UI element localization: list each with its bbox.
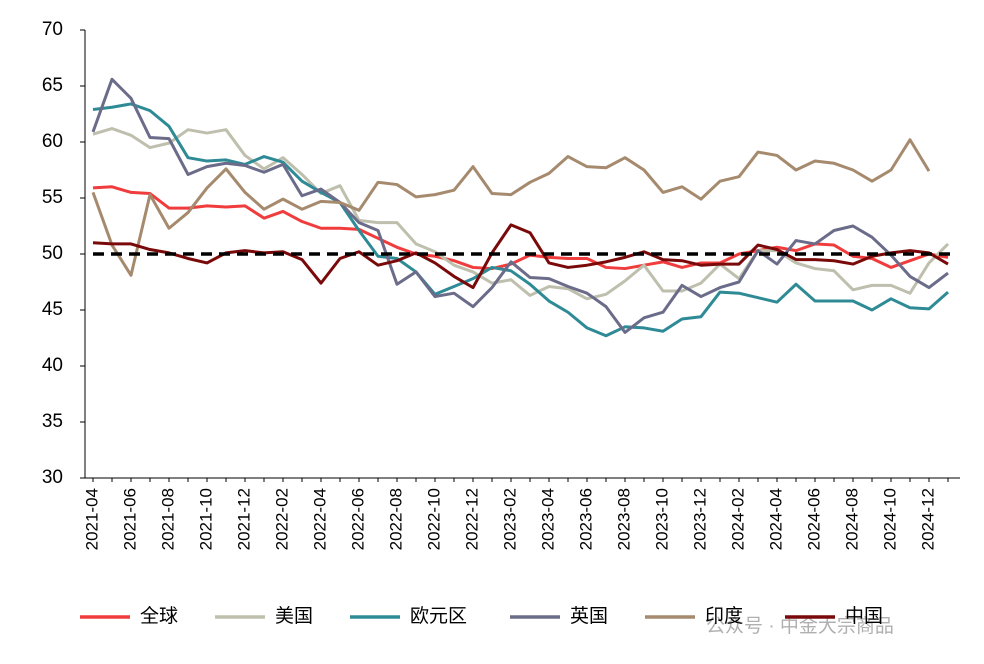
y-tick-label: 55 <box>42 187 63 208</box>
x-tick-label: 2021-08 <box>158 488 177 550</box>
y-tick-label: 45 <box>42 299 63 320</box>
x-tick-label: 2023-10 <box>652 488 671 550</box>
series-line <box>92 223 949 290</box>
y-tick-label: 30 <box>42 467 63 488</box>
legend-label: 印度 <box>705 605 743 627</box>
x-tick-label: 2021-12 <box>234 488 253 550</box>
x-tick-label: 2022-12 <box>462 488 481 550</box>
y-tick-label: 35 <box>42 411 63 432</box>
watermark: 公众号 · 中金大宗商品 <box>706 615 894 637</box>
legend-label: 美国 <box>275 605 313 627</box>
x-tick-label: 2023-06 <box>576 488 595 550</box>
x-tick-label: 2021-10 <box>196 488 215 550</box>
x-tick-label: 2021-04 <box>82 488 101 550</box>
series-line <box>91 138 931 277</box>
x-tick-label: 2023-04 <box>538 488 557 550</box>
series-line <box>91 77 949 334</box>
x-tick-label: 2024-02 <box>728 488 747 550</box>
y-tick-label: 40 <box>42 355 63 376</box>
x-tick-label: 2024-08 <box>842 488 861 550</box>
legend-label: 全球 <box>140 605 178 627</box>
legend-label: 中国 <box>845 605 883 627</box>
y-tick-label: 65 <box>42 75 63 96</box>
series-line <box>92 185 949 271</box>
legend-label: 英国 <box>570 605 608 627</box>
x-tick-label: 2022-08 <box>386 488 405 550</box>
y-tick-label: 70 <box>42 19 63 40</box>
y-tick-label: 60 <box>42 131 63 152</box>
x-tick-label: 2023-12 <box>690 488 709 550</box>
y-tick-label: 50 <box>42 243 63 264</box>
x-tick-label: 2022-02 <box>272 488 291 550</box>
series-line <box>92 102 949 338</box>
x-tick-label: 2022-06 <box>348 488 367 550</box>
x-tick-label: 2022-10 <box>424 488 443 550</box>
x-tick-label: 2022-04 <box>310 488 329 550</box>
legend-label: 欧元区 <box>410 605 467 627</box>
x-tick-label: 2023-08 <box>614 488 633 550</box>
x-tick-label: 2024-06 <box>804 488 823 550</box>
x-tick-label: 2023-02 <box>500 488 519 550</box>
x-tick-label: 2021-06 <box>120 488 139 550</box>
x-tick-label: 2024-04 <box>766 488 785 550</box>
x-tick-label: 2024-12 <box>918 488 937 550</box>
x-tick-label: 2024-10 <box>880 488 899 550</box>
series-line <box>92 127 950 301</box>
